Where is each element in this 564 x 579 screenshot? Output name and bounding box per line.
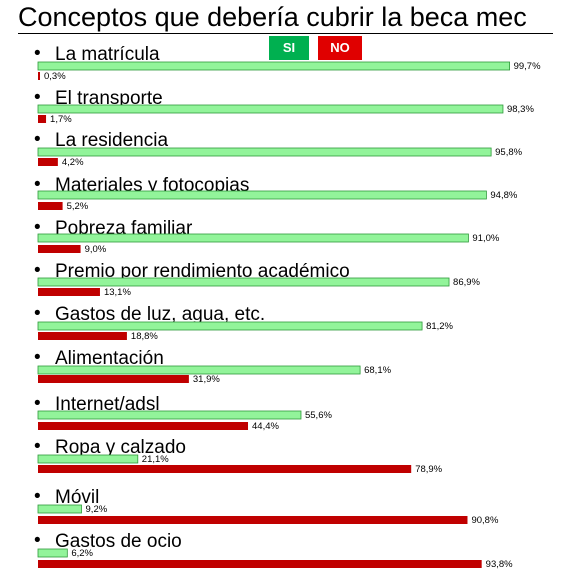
bar-si [37,410,302,420]
value-label-no: 0,3% [44,71,66,82]
value-label-no: 44,4% [252,421,279,432]
value-label-no: 78,9% [415,464,442,475]
bar-si [37,548,68,558]
category-label: Premio por rendimiento académico [55,261,350,282]
value-label-no: 90,8% [471,515,498,526]
chart-title: Conceptos que debería cubrir la beca mec [18,2,527,32]
value-label-no: 5,2% [67,201,89,212]
value-label-no: 9,0% [85,244,107,255]
bar-no [38,422,249,430]
category-bullet: • [34,530,41,551]
category-bullet: • [34,43,41,64]
bar-no [38,332,127,340]
category-bullet: • [34,393,41,414]
value-label-no: 31,9% [193,374,220,385]
value-label-si: 9,2% [86,504,108,515]
category-label: Gastos de luz, agua, etc. [55,304,265,325]
bar-si [37,321,423,331]
bar-si [37,233,469,243]
category-bullet: • [34,174,41,195]
title-underline [18,33,553,34]
value-label-si: 94,8% [490,190,517,201]
bar-no [38,158,58,166]
category-bullet: • [34,303,41,324]
value-label-si: 86,9% [453,277,480,288]
category-bullet: • [34,436,41,457]
category-bullet: • [34,260,41,281]
value-label-si: 81,2% [426,321,453,332]
category-bullet: • [34,217,41,238]
value-label-si: 98,3% [507,104,534,115]
bar-no [38,202,63,210]
legend-no: NO [318,36,362,60]
category-label: El transporte [55,88,163,109]
bar-no [38,72,40,80]
bar-si [37,365,361,375]
category-label: Gastos de ocio [55,531,182,552]
bar-no [38,560,482,568]
value-label-si: 95,8% [495,147,522,158]
bar-no [38,245,81,253]
value-label-si: 55,6% [305,410,332,421]
value-label-si: 6,2% [71,548,93,559]
category-label: Internet/adsl [55,394,160,415]
value-label-si: 91,0% [472,233,499,244]
value-label-si: 68,1% [364,365,391,376]
bar-no [38,288,100,296]
bar-si [37,504,82,514]
bar-si [37,147,492,157]
category-label: Alimentación [55,348,164,369]
category-bullet: • [34,347,41,368]
bar-si [37,454,139,464]
bar-no [38,115,47,123]
value-label-si: 21,1% [142,454,169,465]
bar-si [37,190,487,200]
category-bullet: • [34,87,41,108]
value-label-no: 1,7% [50,114,72,125]
bar-no [38,516,468,524]
bar-no [38,375,189,383]
category-label: La residencia [55,130,168,151]
value-label-no: 93,8% [486,559,513,570]
bar-si [37,61,510,71]
category-bullet: • [34,486,41,507]
bar-no [38,465,412,473]
category-label: La matrícula [55,44,160,65]
value-label-no: 18,8% [131,331,158,342]
category-label: Móvil [55,487,99,508]
bar-si [37,277,450,287]
category-bullet: • [34,129,41,150]
bar-si [37,104,504,114]
value-label-si: 99,7% [514,61,541,72]
category-label: Ropa y calzado [55,437,186,458]
value-label-no: 4,2% [62,157,84,168]
value-label-no: 13,1% [104,287,131,298]
legend-si: SI [269,36,309,60]
